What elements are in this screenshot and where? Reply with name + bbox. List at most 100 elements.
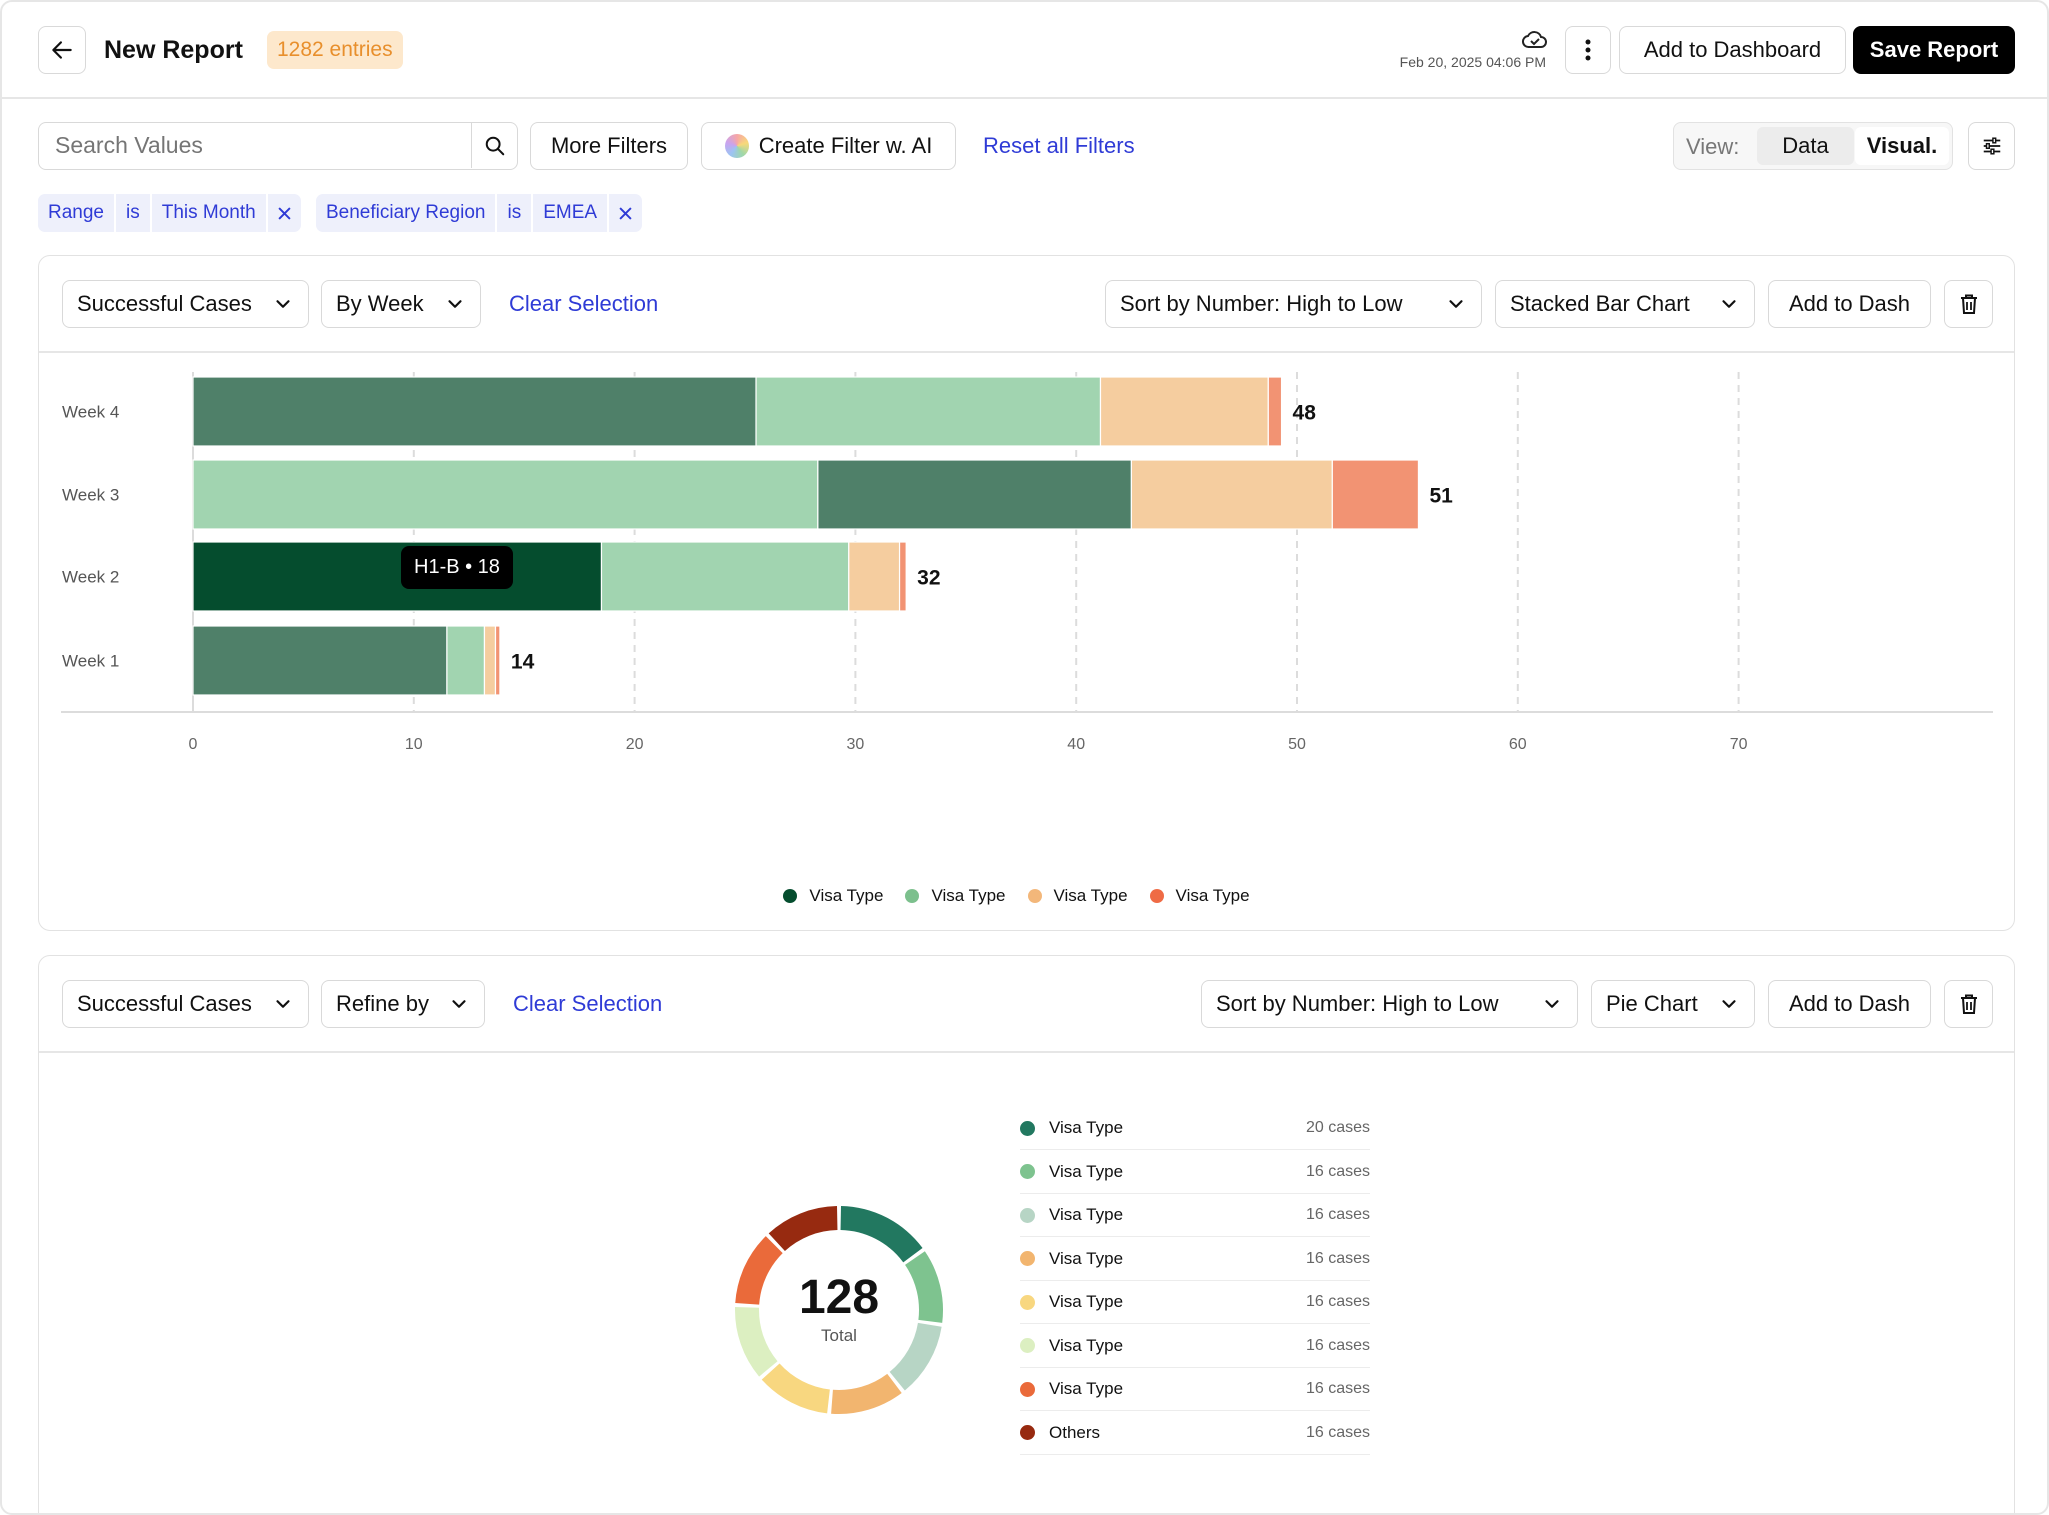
x-tick-label: 30	[847, 736, 865, 753]
bar-segment[interactable]	[1099, 376, 1269, 447]
reset-filters-link[interactable]: Reset all Filters	[983, 133, 1135, 158]
add-to-dash-button[interactable]: Add to Dash	[1768, 980, 1931, 1028]
bar-segment[interactable]	[192, 459, 819, 530]
search-input[interactable]	[39, 123, 471, 168]
bar-segment[interactable]	[600, 541, 850, 612]
chart-type-dropdown[interactable]: Stacked Bar Chart	[1495, 280, 1755, 328]
view-option-visual[interactable]: Visual.	[1855, 127, 1949, 165]
legend-row[interactable]: Visa Type 16 cases	[1020, 1194, 1370, 1237]
chart-type-dropdown[interactable]: Pie Chart	[1591, 980, 1755, 1028]
delete-chart-button[interactable]	[1944, 280, 1993, 328]
donut-slice[interactable]	[735, 1307, 778, 1377]
chart-legend: Visa Type Visa Type Visa Type Visa Type	[39, 886, 2014, 908]
legend-row[interactable]: Visa Type 16 cases	[1020, 1325, 1370, 1368]
clear-selection-link[interactable]: Clear Selection	[513, 991, 663, 1016]
save-report-button[interactable]: Save Report	[1853, 26, 2015, 74]
donut-chart	[735, 1206, 943, 1414]
header-divider	[2, 97, 2047, 99]
legend-label: Visa Type	[1049, 1161, 1124, 1181]
more-filters-button[interactable]: More Filters	[530, 122, 688, 170]
group-by-dropdown[interactable]: By Week	[321, 280, 481, 328]
legend-dot	[905, 889, 920, 903]
bar-segment[interactable]	[898, 541, 907, 612]
legend-dot	[1020, 1251, 1035, 1266]
legend-item[interactable]: Visa Type	[783, 886, 883, 906]
search-box	[38, 122, 518, 170]
donut-slice[interactable]	[889, 1322, 942, 1391]
chevron-down-icon	[276, 300, 290, 308]
bar-segment[interactable]	[848, 541, 901, 612]
legend-row[interactable]: Visa Type 16 cases	[1020, 1151, 1370, 1194]
legend-row[interactable]: Visa Type 16 cases	[1020, 1368, 1370, 1411]
panel-header-divider	[39, 351, 2014, 353]
sort-dropdown-label: Sort by Number: High to Low	[1216, 991, 1499, 1016]
bar-segment[interactable]	[192, 541, 603, 612]
legend-label: Others	[1049, 1422, 1101, 1442]
view-option-data[interactable]: Data	[1757, 127, 1854, 165]
donut-slice[interactable]	[831, 1373, 902, 1414]
legend-item[interactable]: Visa Type	[1027, 886, 1128, 906]
chip-remove-button[interactable]	[609, 194, 642, 232]
add-to-dash-button[interactable]: Add to Dash	[1768, 280, 1931, 328]
legend-row[interactable]: Others 16 cases	[1020, 1412, 1370, 1455]
metric-dropdown[interactable]: Successful Cases	[62, 980, 309, 1028]
clear-selection-link[interactable]: Clear Selection	[509, 291, 659, 316]
delete-chart-button[interactable]	[1944, 980, 1993, 1028]
legend-item[interactable]: Visa Type	[1149, 886, 1250, 906]
donut-total-label: Total	[821, 1326, 857, 1345]
x-tick-label: 70	[1730, 736, 1748, 753]
chevron-down-icon	[1722, 300, 1736, 308]
legend-label: Visa Type	[1049, 1379, 1124, 1398]
bar-segment[interactable]	[755, 376, 1102, 447]
bar-segment[interactable]	[1267, 376, 1283, 447]
legend-item[interactable]: Visa Type	[905, 886, 1006, 906]
bar-segment[interactable]	[1331, 459, 1420, 530]
sort-dropdown[interactable]: Sort by Number: High to Low	[1105, 280, 1482, 328]
legend-value: 16 cases	[1305, 1293, 1370, 1310]
chevron-down-icon	[448, 300, 462, 308]
donut-slice[interactable]	[840, 1206, 923, 1263]
legend-row[interactable]: Visa Type 20 cases	[1020, 1107, 1370, 1150]
bar-chart-panel: Successful Cases By Week Clear Selection…	[38, 255, 2015, 931]
more-options-button[interactable]	[1565, 26, 1611, 74]
panel-header-divider	[39, 1051, 2014, 1053]
create-filter-ai-button[interactable]: Create Filter w. AI	[701, 122, 956, 170]
group-by-dropdown-label: By Week	[336, 291, 424, 316]
legend-label: Visa Type	[1049, 1335, 1124, 1355]
chip-field: Beneficiary Region	[316, 194, 498, 232]
x-tick-label: 40	[1067, 736, 1085, 753]
legend-label: Visa Type	[1175, 886, 1250, 905]
search-button[interactable]	[471, 123, 517, 168]
legend-row[interactable]: Visa Type 16 cases	[1020, 1238, 1370, 1281]
donut-slice[interactable]	[768, 1206, 838, 1252]
donut-slice[interactable]	[761, 1363, 830, 1414]
bar-segment[interactable]	[192, 376, 757, 447]
x-tick-label: 50	[1288, 736, 1306, 753]
refine-by-dropdown[interactable]: Refine by	[321, 980, 485, 1028]
legend-row[interactable]: Visa Type 16 cases	[1020, 1281, 1370, 1324]
add-to-dashboard-button[interactable]: Add to Dashboard	[1619, 26, 1846, 74]
chip-value: EMEA	[533, 194, 610, 232]
metric-dropdown[interactable]: Successful Cases	[62, 280, 309, 328]
bar-segment[interactable]	[446, 625, 486, 696]
settings-button[interactable]	[1968, 122, 2015, 170]
bar-segment[interactable]	[494, 625, 501, 696]
back-button[interactable]	[38, 26, 86, 74]
close-icon	[278, 206, 291, 220]
bar-total-label: 32	[917, 567, 940, 590]
chip-remove-button[interactable]	[268, 194, 301, 232]
bar-segment[interactable]	[192, 625, 448, 696]
bar-segment[interactable]	[1130, 459, 1333, 530]
bar-segment[interactable]	[817, 459, 1133, 530]
donut-slice[interactable]	[905, 1251, 943, 1323]
donut-slice[interactable]	[735, 1236, 783, 1305]
sort-dropdown[interactable]: Sort by Number: High to Low	[1201, 980, 1578, 1028]
chip-field: Range	[38, 194, 116, 232]
entries-badge: 1282 entries	[267, 31, 403, 69]
bar-segment[interactable]	[483, 625, 497, 696]
legend-dot	[1027, 889, 1042, 903]
x-tick-label: 60	[1509, 736, 1527, 753]
chip-value: This Month	[152, 194, 268, 232]
stacked-bar-chart: 0 10 20 30 40 50 60 70 Week 4 48 Week 3 51 Week 2 32 W…	[61, 372, 1993, 753]
